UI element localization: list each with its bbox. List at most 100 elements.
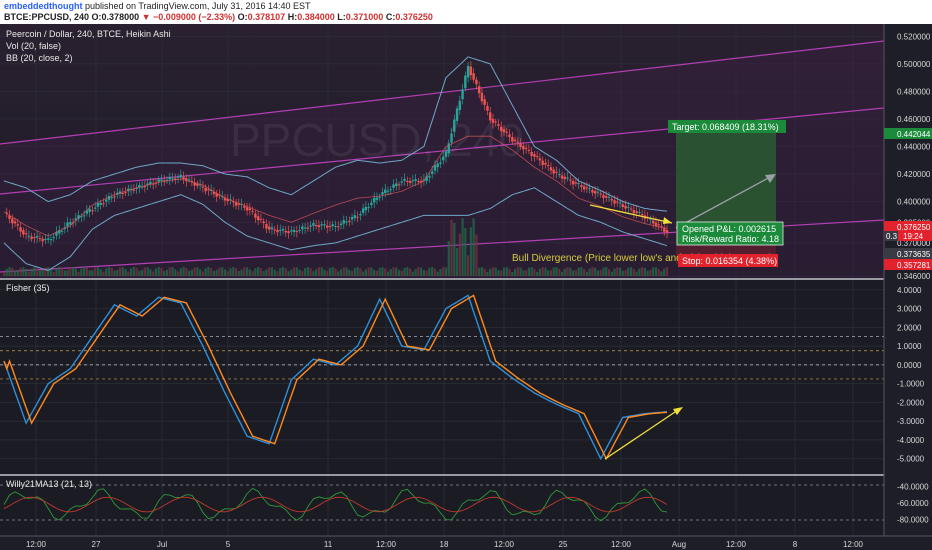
candle-body — [544, 162, 547, 165]
candle-body — [502, 129, 506, 133]
volume-bar — [389, 269, 392, 276]
volume-bar — [411, 271, 414, 276]
y-tick-label: 0.480000 — [897, 87, 931, 96]
chart-canvas[interactable]: PPCUSD, 240 Target: 0.068409 (18.31%) Op… — [0, 24, 932, 550]
volume-bar — [187, 270, 191, 276]
h-value: 0.384000 — [297, 12, 335, 22]
candle-body — [616, 201, 619, 203]
projection-arrow-head — [765, 174, 776, 183]
volume-bar — [618, 267, 622, 276]
volume-bar — [480, 267, 484, 276]
candle-body — [69, 222, 72, 225]
candle-body — [408, 180, 412, 183]
y-tick-label: 0.440000 — [897, 142, 931, 151]
volume-bar — [467, 255, 470, 276]
candle-body — [314, 225, 318, 227]
stop-label[interactable]: Stop: 0.016354 (4.38%) — [678, 254, 778, 267]
volume-bar — [320, 267, 323, 276]
volume-bar — [555, 267, 558, 276]
volume-bar — [157, 267, 160, 276]
candle-body — [58, 230, 61, 234]
candle-body — [124, 192, 127, 194]
x-tick-label: 12:00 — [726, 540, 747, 549]
candle-body — [591, 189, 594, 193]
candle-body — [185, 178, 188, 182]
fisher-tick-label: -1.0000 — [897, 380, 925, 389]
volume-bar — [397, 269, 401, 276]
volume-bar — [66, 270, 69, 276]
volume-bar — [110, 267, 113, 276]
volume-bar — [16, 270, 19, 276]
volume-bar — [536, 271, 539, 276]
willy-pane[interactable] — [0, 476, 884, 536]
candle-body — [8, 215, 11, 220]
x-tick-label: 12:00 — [494, 540, 515, 549]
volume-bar — [49, 268, 53, 276]
x-tick-label: 12:00 — [376, 540, 397, 549]
candle-body — [245, 207, 249, 211]
volume-bar — [591, 267, 594, 276]
volume-bar — [41, 270, 44, 276]
badge-last: 0.376250 — [884, 221, 932, 232]
candle-body — [411, 180, 415, 182]
candle-body — [85, 210, 89, 214]
willy-tick-label: -40.0000 — [897, 483, 929, 492]
volume-bar — [290, 269, 293, 276]
bb-lower-line — [3, 187, 668, 272]
volume-bar — [323, 269, 326, 276]
candle-body — [491, 118, 495, 123]
volume-bar — [527, 267, 530, 276]
candle-body — [209, 189, 213, 191]
volume-bar — [563, 268, 566, 276]
pane-separator-1[interactable] — [0, 278, 932, 280]
candle-body — [256, 216, 260, 221]
o-value: 0.378000 — [101, 12, 140, 22]
fisher-line — [3, 294, 668, 461]
volume-bar — [279, 268, 282, 276]
fisher-pane[interactable] — [0, 280, 884, 474]
volume-bar — [610, 271, 613, 276]
candle-body — [295, 231, 299, 233]
candle-body — [270, 227, 274, 230]
target-label[interactable]: Target: 0.068409 (18.31%) — [668, 120, 786, 133]
time-axis[interactable] — [0, 536, 932, 550]
author-link[interactable]: embeddedthought — [4, 1, 83, 11]
candle-body — [55, 231, 58, 236]
volume-bar — [2, 272, 6, 276]
candle-body — [541, 160, 544, 165]
volume-bar — [268, 267, 271, 276]
candle-body — [47, 238, 50, 240]
candle-body — [480, 92, 484, 102]
candle-body — [624, 205, 627, 209]
candle-body — [52, 237, 55, 239]
pnl-label[interactable]: Opened P&L: 0.002615 Risk/Reward Ratio: … — [676, 221, 784, 246]
candle-body — [19, 227, 22, 232]
candle-body — [281, 229, 285, 231]
candle-body — [143, 186, 147, 188]
volume-bar — [193, 267, 196, 276]
volume-bar — [284, 268, 287, 276]
candle-body — [549, 167, 553, 171]
candle-body — [138, 184, 141, 188]
candle-body — [574, 182, 578, 184]
volume-bar — [328, 268, 332, 276]
candle-body — [198, 184, 202, 186]
pane-separator-2[interactable] — [0, 474, 932, 476]
candle-body — [629, 208, 633, 210]
volume-bar — [301, 270, 304, 276]
price-axis[interactable] — [884, 24, 932, 536]
candle-body — [168, 176, 171, 180]
candle-body — [74, 218, 78, 221]
volume-bar — [486, 271, 489, 276]
volume-bar — [588, 268, 591, 276]
svg-text:0.376250: 0.376250 — [897, 223, 931, 232]
volume-bar — [541, 267, 544, 276]
candle-body — [292, 229, 296, 232]
channel-upper-line — [0, 40, 885, 145]
candle-body — [127, 188, 130, 192]
volume-bar — [439, 268, 442, 276]
candle-body — [113, 196, 116, 198]
ohlc-line: BTCE:PPCUSD, 240 O:0.378000 ▼ −0.009000 … — [4, 12, 433, 22]
volume-bar — [583, 268, 586, 276]
bb-basis-line — [3, 135, 668, 237]
